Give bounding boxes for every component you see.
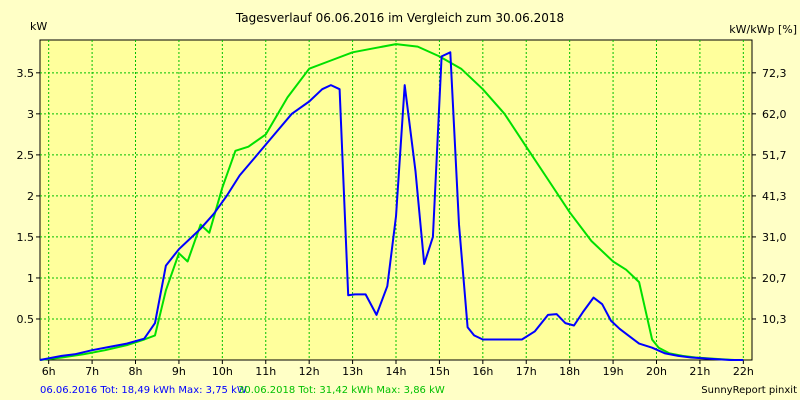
tick-labels: 6h 7h 8h 9h 10h 11h 12h 13h 14h 15h 16h 17h 18h 19h 20…	[17, 67, 787, 378]
credit-label: SunnyReport pinxit	[701, 385, 797, 396]
x-tick-label: 16h	[472, 365, 493, 378]
x-tick-label: 22h	[733, 365, 754, 378]
y-tick-label-left: 2.5	[17, 149, 35, 162]
x-tick-label: 12h	[299, 365, 320, 378]
x-tick-label: 13h	[342, 365, 363, 378]
x-tick-label: 19h	[603, 365, 624, 378]
y-tick-label-left: 1	[27, 272, 34, 285]
y-tick-label-left: 0.5	[17, 313, 35, 326]
left-axis-unit: kW	[30, 20, 47, 33]
series-line-30.06.2018	[39, 43, 744, 361]
x-tick-label: 7h	[85, 365, 99, 378]
y-tick-label-left: 1.5	[17, 231, 35, 244]
x-tick-label: 18h	[559, 365, 580, 378]
x-tick-label: 11h	[255, 365, 276, 378]
y-tick-label-right: 62,0	[762, 108, 787, 121]
x-tick-label: 21h	[689, 365, 710, 378]
series-2018-label: 30.06.2018 Tot: 31,42 kWh Max: 3,86 kW	[238, 385, 445, 396]
series-lines	[39, 43, 744, 361]
grid-lines	[36, 40, 756, 364]
y-tick-label-right: 41,3	[762, 190, 787, 203]
x-tick-label: 10h	[212, 365, 233, 378]
y-tick-label-right: 10,3	[762, 313, 787, 326]
y-tick-label-right: 31,0	[762, 231, 787, 244]
x-tick-label: 6h	[42, 365, 56, 378]
x-tick-label: 20h	[646, 365, 667, 378]
y-tick-label-right: 72,3	[762, 67, 787, 80]
x-tick-label: 17h	[516, 365, 537, 378]
chart-title: Tagesverlauf 06.06.2016 im Vergleich zum…	[235, 11, 564, 25]
y-tick-label-right: 20,7	[762, 272, 787, 285]
x-tick-label: 14h	[386, 365, 407, 378]
x-tick-label: 8h	[129, 365, 143, 378]
right-axis-unit: kW/kWp [%]	[729, 23, 797, 36]
y-tick-label-left: 2	[27, 190, 34, 203]
y-tick-label-left: 3.5	[17, 67, 35, 80]
x-tick-label: 9h	[172, 365, 186, 378]
series-line-06.06.2016	[39, 51, 744, 361]
y-tick-label-left: 3	[27, 108, 34, 121]
y-tick-label-right: 51,7	[762, 149, 787, 162]
series-2016-label: 06.06.2016 Tot: 18,49 kWh Max: 3,75 kW	[40, 385, 247, 396]
x-tick-label: 15h	[429, 365, 450, 378]
